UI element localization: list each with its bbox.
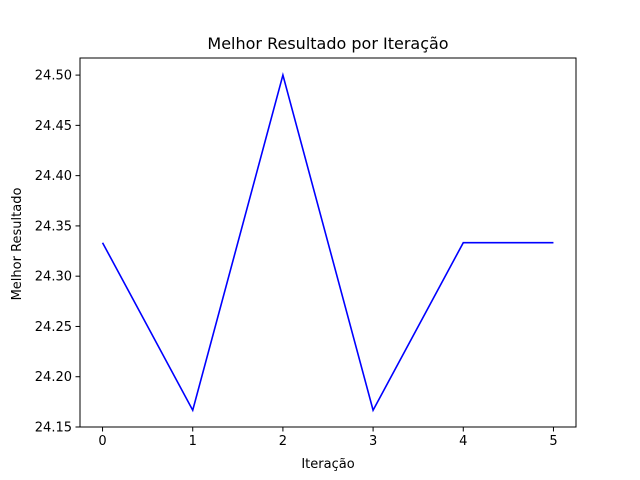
y-axis-label: Melhor Resultado <box>10 188 25 301</box>
y-tick-label-5: 24.40 <box>35 169 72 184</box>
y-tick-label-3: 24.30 <box>35 270 72 285</box>
plot-area: 0 1 2 3 4 5 24.15 24.20 24.25 24.30 24.35 24.40 24.4… <box>35 57 577 449</box>
y-tick-label-6: 24.45 <box>35 119 72 134</box>
y-tick-label-0: 24.15 <box>35 421 72 436</box>
x-tick-label-3: 3 <box>369 434 377 449</box>
x-tick-label-2: 2 <box>279 434 287 449</box>
axes-frame <box>79 57 577 428</box>
y-tick-label-7: 24.50 <box>35 69 72 84</box>
y-tick-label-1: 24.20 <box>35 370 72 385</box>
x-tick-label-1: 1 <box>189 434 197 449</box>
series-line-0 <box>101 72 554 413</box>
y-tick-label-4: 24.35 <box>35 219 72 234</box>
x-axis-label: Iteração <box>301 457 354 472</box>
chart-title: Melhor Resultado por Iteração <box>207 34 448 53</box>
y-tick-label-2: 24.25 <box>35 320 72 335</box>
x-tick-label-5: 5 <box>549 434 557 449</box>
x-tick-label-0: 0 <box>98 434 106 449</box>
x-tick-label-4: 4 <box>459 434 467 449</box>
